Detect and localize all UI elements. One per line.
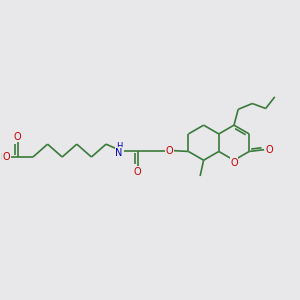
Text: O: O [14, 132, 22, 142]
Text: H: H [116, 142, 122, 151]
Text: N: N [116, 148, 123, 158]
Text: O: O [265, 145, 273, 155]
Text: O: O [2, 152, 10, 162]
Text: H: H [0, 152, 6, 161]
Text: O: O [165, 146, 173, 156]
Text: O: O [230, 158, 238, 168]
Text: O: O [134, 167, 141, 177]
